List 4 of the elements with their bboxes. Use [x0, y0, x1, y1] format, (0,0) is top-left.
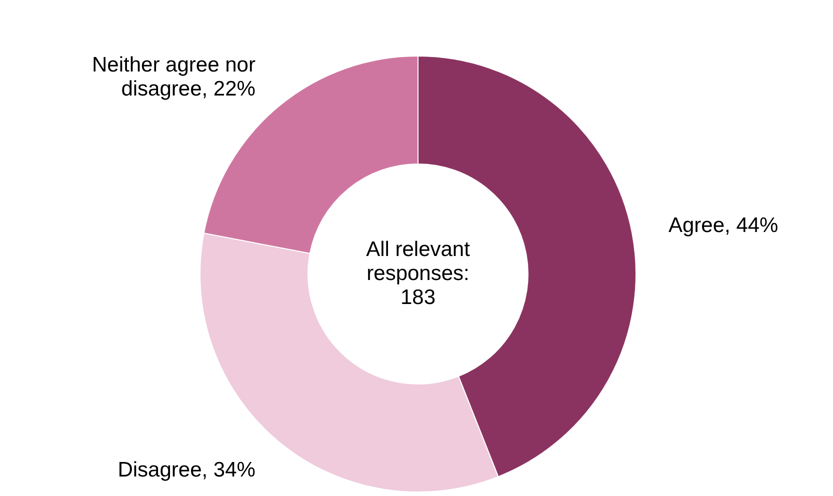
text: All relevant responses: 183	[366, 238, 470, 309]
slice-label: Disagree, 34%	[118, 458, 256, 482]
slice-label: Neither agree nor disagree, 22%	[92, 54, 256, 101]
slice-label: Agree, 44%	[668, 214, 778, 238]
